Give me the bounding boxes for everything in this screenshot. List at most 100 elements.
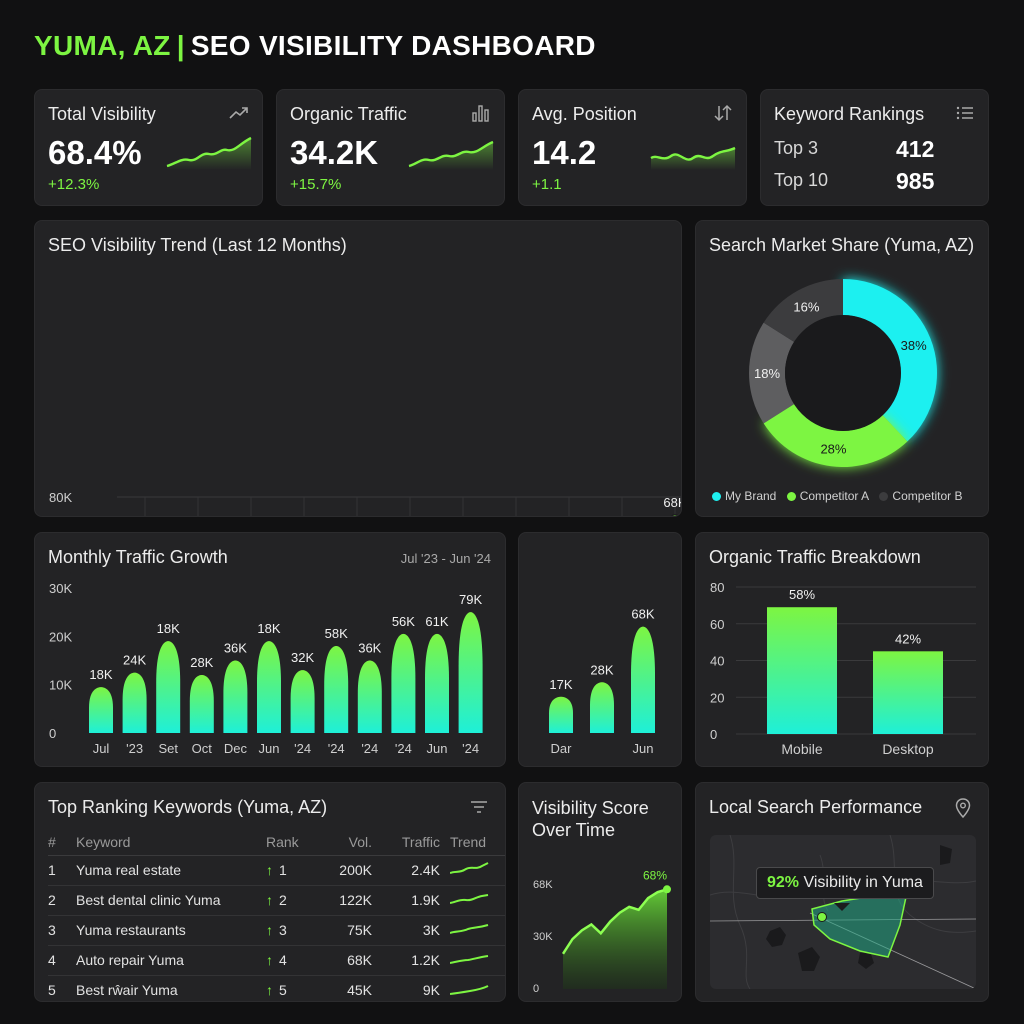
cell-rank: ↑ 3 [266,915,326,946]
card-title: Local Search Performance [709,797,923,817]
bar [590,682,614,733]
arrow-up-icon: ↑ [266,982,273,998]
bar [223,660,248,733]
y-tick-label: 60 [710,617,724,632]
visibility-score-card: Visibility Score Over Time 68K 30K 0 68% [518,782,682,1002]
bar [156,641,181,733]
table-row[interactable]: 4 Auto repair Yuma ↑ 4 68K 1.2K [48,945,505,976]
map-pin-icon[interactable] [954,797,972,819]
y-tick-label: 0 [49,726,56,741]
x-tick-label: Oct [192,741,213,756]
legend-swatch [712,492,721,501]
title-location: YUMA, AZ [34,30,171,61]
data-label: 42% [895,631,921,646]
x-tick-label: Dec [224,741,248,756]
data-label: 17K [549,677,572,692]
x-tick-label: Jun [259,741,280,756]
trend-sparkline [449,984,489,995]
table-row[interactable]: 3 Yuma restaurants ↑ 3 75K 3K [48,915,505,946]
arrow-up-icon: ↑ [266,922,273,938]
legend-item[interactable]: Competitor B [879,489,962,503]
data-label: 28K [190,655,213,670]
kpi-label: Keyword Rankings [774,104,925,124]
x-tick-label: Set [158,741,178,756]
mini-growth-card: 17K Dar 28K 68K Jun [518,532,682,767]
slice-label: 16% [793,299,819,314]
data-label: 36K [358,641,381,656]
cell-trend [449,885,505,916]
donut-hole [785,315,901,431]
table-row[interactable]: 1 Yuma real estate ↑ 1 200K 2.4K [48,855,505,886]
cell-volume: 75K [326,915,382,946]
cell-volume: 45K [326,975,382,1001]
y-tick-label: 80K [49,490,72,505]
cell-keyword: Best dental clinic Yuma [76,885,266,916]
col-header[interactable]: # [48,829,76,856]
pie-slice [749,322,795,424]
visibility-score-chart: 68K 30K 0 68% [533,868,671,995]
table-row[interactable]: 5 Best rŵair Yuma ↑ 5 45K 9K [48,975,505,1001]
cell-traffic: 1.9K [382,885,450,916]
legend-item[interactable]: My Brand [712,489,776,503]
arrow-up-icon: ↑ [266,892,273,908]
rank-value: 1 [279,862,287,878]
y-tick-label: 10K [49,678,72,693]
tooltip-percentage: 92% [767,874,800,891]
legend-item[interactable]: Competitor A [786,489,869,503]
x-tick-label: Jun [633,741,654,756]
data-label: 18K [157,621,180,636]
col-header[interactable]: Trend [450,829,505,856]
y-tick-label: 40 [710,654,724,669]
table-row[interactable]: 2 Best dental clinic Yuma ↑ 2 122K 1.9K [48,885,505,916]
title-separator: | [176,30,185,61]
trend-up-icon [229,107,248,119]
bar [257,641,281,733]
chart-title: SEO Visibility Trend (Last 12 Months) [48,235,347,255]
cell-traffic: 3K [382,915,450,946]
cell-trend [449,975,505,1001]
x-tick-label: '24 [361,741,378,756]
col-header[interactable]: Vol. [326,829,382,856]
cell-number: 3 [48,915,76,946]
trend-sparkline [449,861,489,874]
cell-trend [449,945,505,976]
filter-icon[interactable] [469,799,489,815]
kr-label: Top 3 [774,138,819,158]
data-label: 58% [789,587,815,602]
kpi-delta: +1.1 [532,176,562,193]
cell-rank: ↑ 5 [266,975,326,1001]
rank-value: 2 [279,892,287,908]
trend-line [449,984,489,995]
data-label: 24K [123,653,146,668]
y-tick-label: 30K [49,581,72,596]
table-title: Top Ranking Keywords (Yuma, AZ) [48,797,328,817]
kpi-card-total-visibility[interactable]: Total Visibility 68.4% +12.3% [34,89,263,206]
cell-rank: ↑ 2 [266,885,326,916]
keywords-card: Top Ranking Keywords (Yuma, AZ) # Keywor… [34,782,506,1002]
legend-label: Competitor B [892,489,963,503]
y-tick-label: 20K [49,629,72,644]
local-map[interactable]: 92% Visibility in Yuma [710,835,976,989]
chart-title: Monthly Traffic Growth [48,547,228,567]
bar [391,633,416,733]
col-header[interactable]: Rank [266,829,326,856]
cell-number: 4 [48,945,76,976]
kpi-value: 34.2K [290,134,379,171]
kpi-card-keyword-rankings[interactable]: Keyword Rankings Top 3 412 Top 10 985 [760,89,989,206]
kpi-card-avg-position[interactable]: Avg. Position 14.2 +1.1 [518,89,747,206]
cell-traffic: 1.2K [382,945,450,976]
col-header[interactable]: Traffic [382,829,450,856]
cell-keyword: Best rŵair Yuma [76,975,266,1001]
kpi-card-organic-traffic[interactable]: Organic Traffic 34.2K +15.7% [276,89,505,206]
date-range[interactable]: Jul '23 - Jun '24 [400,551,491,566]
data-label: 56K [392,614,415,629]
pie-slice [843,279,937,442]
y-tick-label: 80 [710,580,724,595]
data-label: 61K [425,614,448,629]
bar [873,651,943,734]
trend-line [449,954,489,964]
bar [458,612,483,733]
kpi-sparkline [408,140,494,170]
col-header[interactable]: Keyword [76,829,266,856]
end-point [663,885,671,894]
